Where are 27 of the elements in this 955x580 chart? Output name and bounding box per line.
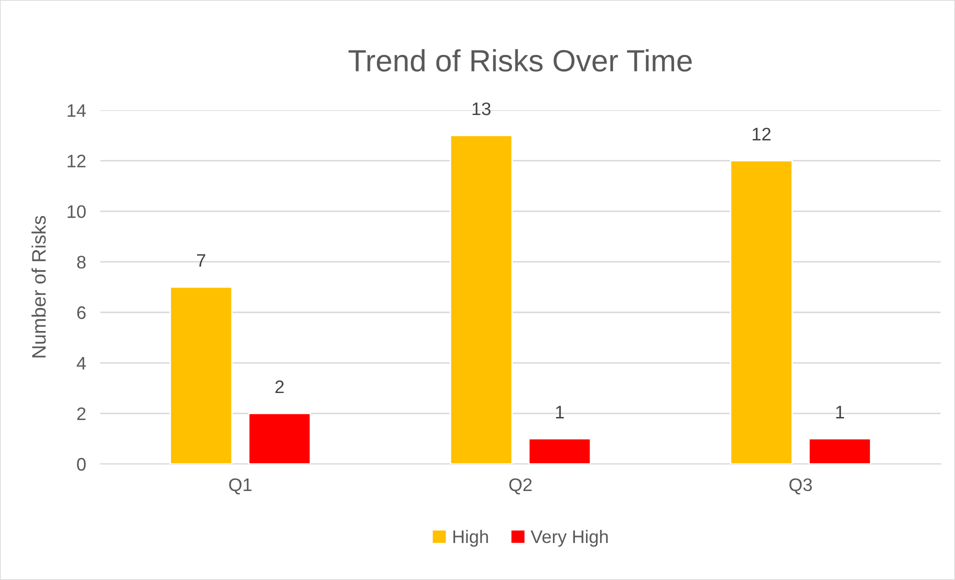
data-label: 1 — [836, 406, 844, 418]
x-tick-label: Q2 — [509, 478, 532, 494]
bar — [528, 438, 592, 464]
bar — [248, 412, 312, 464]
x-tick-label: Q1 — [229, 478, 252, 494]
y-tick-label: 8 — [77, 256, 86, 269]
bar — [450, 134, 513, 464]
y-tick-label: 4 — [76, 357, 86, 370]
data-label: 2 — [275, 380, 284, 394]
y-tick-label: 6 — [77, 306, 86, 320]
data-label: 1 — [556, 406, 564, 418]
x-tick-label: Q3 — [789, 478, 812, 494]
chart-title: Trend of Risks Over Time — [348, 49, 692, 72]
y-axis-title: Number of Risks — [32, 216, 46, 358]
y-tick-label: 14 — [68, 104, 86, 117]
legend-label: High — [453, 530, 488, 547]
data-label: 7 — [197, 254, 206, 267]
data-label: 13 — [472, 102, 491, 116]
bar — [730, 160, 793, 464]
y-tick-label: 2 — [77, 407, 86, 420]
bar — [808, 438, 872, 464]
y-tick-label: 0 — [77, 458, 86, 471]
bar — [170, 286, 233, 464]
y-tick-label: 10 — [68, 205, 86, 218]
y-tick-label: 12 — [68, 154, 86, 168]
data-label: 12 — [752, 128, 771, 140]
legend-label: Very High — [530, 530, 608, 547]
